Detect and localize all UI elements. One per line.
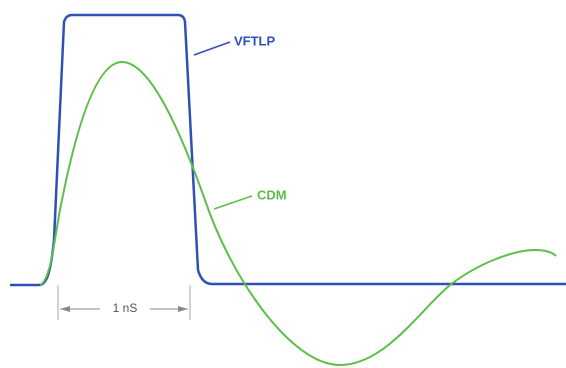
arrow-head xyxy=(178,306,188,312)
vftlp-label: VFTLP xyxy=(234,33,275,48)
cdm-waveform xyxy=(39,60,557,367)
arrow-head xyxy=(60,306,70,312)
leader-line xyxy=(193,41,231,56)
duration-label: 1 nS xyxy=(113,301,138,315)
vftlp-waveform xyxy=(10,13,566,287)
cdm-label: CDM xyxy=(257,187,287,202)
leader-line xyxy=(213,195,253,210)
